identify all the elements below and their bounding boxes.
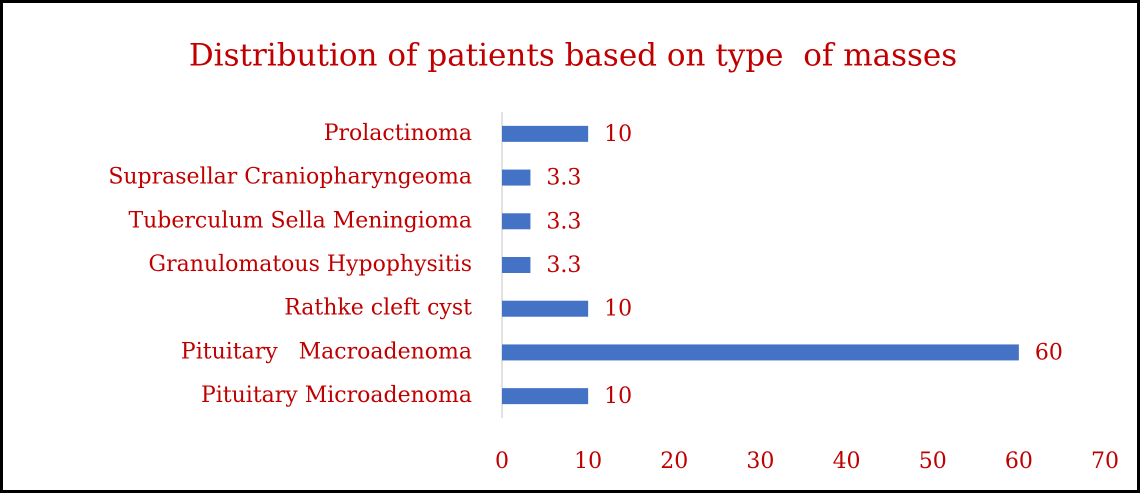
- bar: [502, 169, 531, 186]
- data-label: 10: [604, 122, 632, 147]
- x-tick-label: 0: [495, 449, 509, 474]
- x-tick-label: 50: [919, 449, 947, 474]
- bar: [502, 300, 589, 317]
- bar: [502, 213, 531, 230]
- x-tick-label: 60: [1005, 449, 1033, 474]
- x-tick-label: 40: [833, 449, 861, 474]
- x-tick-label: 70: [1091, 449, 1119, 474]
- bar: [502, 388, 589, 405]
- y-tick-label: Pituitary Microadenoma: [201, 383, 472, 408]
- data-label: 3.3: [546, 253, 581, 278]
- y-tick-label: Tuberculum Sella Meningioma: [128, 208, 472, 233]
- bar: [502, 257, 531, 273]
- y-tick-label: Granulomatous Hypophysitis: [149, 252, 472, 277]
- data-label: 3.3: [546, 166, 581, 191]
- data-label: 3.3: [546, 209, 581, 234]
- data-label: 10: [604, 297, 632, 322]
- y-tick-label: Rathke cleft cyst: [284, 296, 472, 321]
- x-tick-label: 20: [660, 449, 688, 474]
- data-label: 60: [1035, 340, 1063, 365]
- y-tick-label: Suprasellar Craniopharyngeoma: [108, 165, 472, 190]
- chart-title: Distribution of patients based on type o…: [189, 38, 957, 74]
- x-tick-label: 30: [746, 449, 774, 474]
- y-tick-label: Prolactinoma: [324, 121, 472, 146]
- bar: [502, 125, 589, 142]
- data-label: 10: [604, 384, 632, 409]
- x-tick-label: 10: [574, 449, 602, 474]
- y-tick-label: Pituitary Macroadenoma: [181, 339, 472, 364]
- bar: [502, 344, 1019, 361]
